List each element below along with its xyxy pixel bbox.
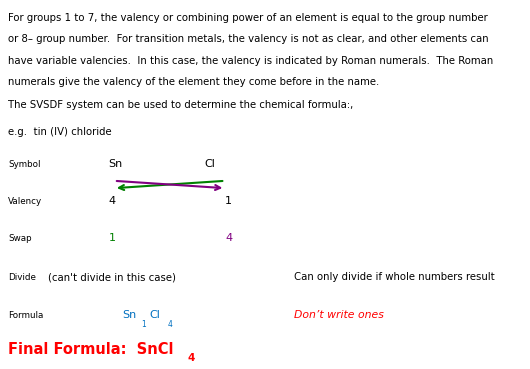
Text: Can only divide if whole numbers result: Can only divide if whole numbers result [294, 272, 495, 283]
Text: have variable valencies.  In this case, the valency is indicated by Roman numera: have variable valencies. In this case, t… [8, 56, 493, 66]
Text: Final Formula:  SnCl: Final Formula: SnCl [8, 342, 173, 357]
Text: Swap: Swap [8, 234, 32, 242]
Text: Cl: Cl [149, 310, 161, 321]
Text: 4: 4 [187, 353, 195, 363]
Text: Don’t write ones: Don’t write ones [294, 310, 384, 321]
Text: (can't divide in this case): (can't divide in this case) [48, 272, 176, 283]
Text: The SVSDF system can be used to determine the chemical formula:,: The SVSDF system can be used to determin… [8, 100, 353, 110]
Text: 1: 1 [225, 196, 232, 206]
Text: 1: 1 [141, 320, 146, 329]
Text: 4: 4 [168, 320, 173, 329]
Text: 1: 1 [109, 233, 116, 243]
Text: For groups 1 to 7, the valency or combining power of an element is equal to the : For groups 1 to 7, the valency or combin… [8, 13, 488, 23]
Text: Cl: Cl [204, 159, 215, 169]
Text: numerals give the valency of the element they come before in the name.: numerals give the valency of the element… [8, 77, 379, 87]
Text: Formula: Formula [8, 311, 43, 320]
Text: 4: 4 [109, 196, 116, 206]
Text: Sn: Sn [122, 310, 136, 321]
Text: e.g.  tin (IV) chloride: e.g. tin (IV) chloride [8, 127, 112, 137]
Text: or 8– group number.  For transition metals, the valency is not as clear, and oth: or 8– group number. For transition metal… [8, 34, 489, 44]
Text: 4: 4 [225, 233, 232, 243]
Text: Sn: Sn [109, 159, 123, 169]
Text: Symbol: Symbol [8, 160, 40, 169]
Text: Valency: Valency [8, 197, 42, 206]
Text: Divide: Divide [8, 273, 36, 282]
